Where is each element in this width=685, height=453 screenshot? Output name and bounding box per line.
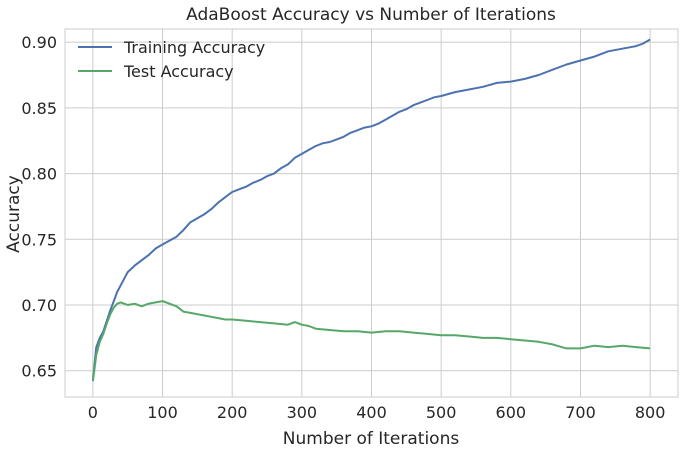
y-tick-label: 0.80 (21, 165, 57, 184)
x-tick-label: 100 (147, 403, 178, 422)
x-tick-label: 300 (287, 403, 318, 422)
x-tick-label: 500 (426, 403, 457, 422)
plot-lines (91, 38, 651, 382)
legend: Training Accuracy Test Accuracy (78, 38, 265, 81)
legend-label-training-accuracy: Training Accuracy (123, 38, 265, 57)
chart-title: AdaBoost Accuracy vs Number of Iteration… (186, 5, 556, 25)
x-axis-title: Number of Iterations (283, 429, 460, 449)
y-tick-label: 0.85 (21, 99, 57, 118)
y-tick-label: 0.70 (21, 296, 57, 315)
x-tick-label: 400 (356, 403, 387, 422)
y-tick-label: 0.65 (21, 362, 57, 381)
y-axis-ticks: 0.65 0.70 0.75 0.80 0.85 0.90 (21, 33, 57, 381)
x-tick-label: 800 (635, 403, 666, 422)
grid (65, 29, 678, 397)
y-axis-title: Accuracy (4, 175, 24, 253)
y-tick-label: 0.75 (21, 230, 57, 249)
training-accuracy-line (91, 38, 651, 381)
x-tick-label: 200 (217, 403, 248, 422)
test-accuracy-line (91, 300, 651, 382)
legend-label-test-accuracy: Test Accuracy (123, 62, 234, 81)
x-tick-label: 0 (88, 403, 98, 422)
x-tick-label: 600 (496, 403, 527, 422)
y-tick-label: 0.90 (21, 33, 57, 52)
plot-frame (64, 28, 679, 398)
x-axis-ticks: 0 100 200 300 400 500 600 700 800 (88, 403, 666, 422)
x-tick-label: 700 (565, 403, 596, 422)
